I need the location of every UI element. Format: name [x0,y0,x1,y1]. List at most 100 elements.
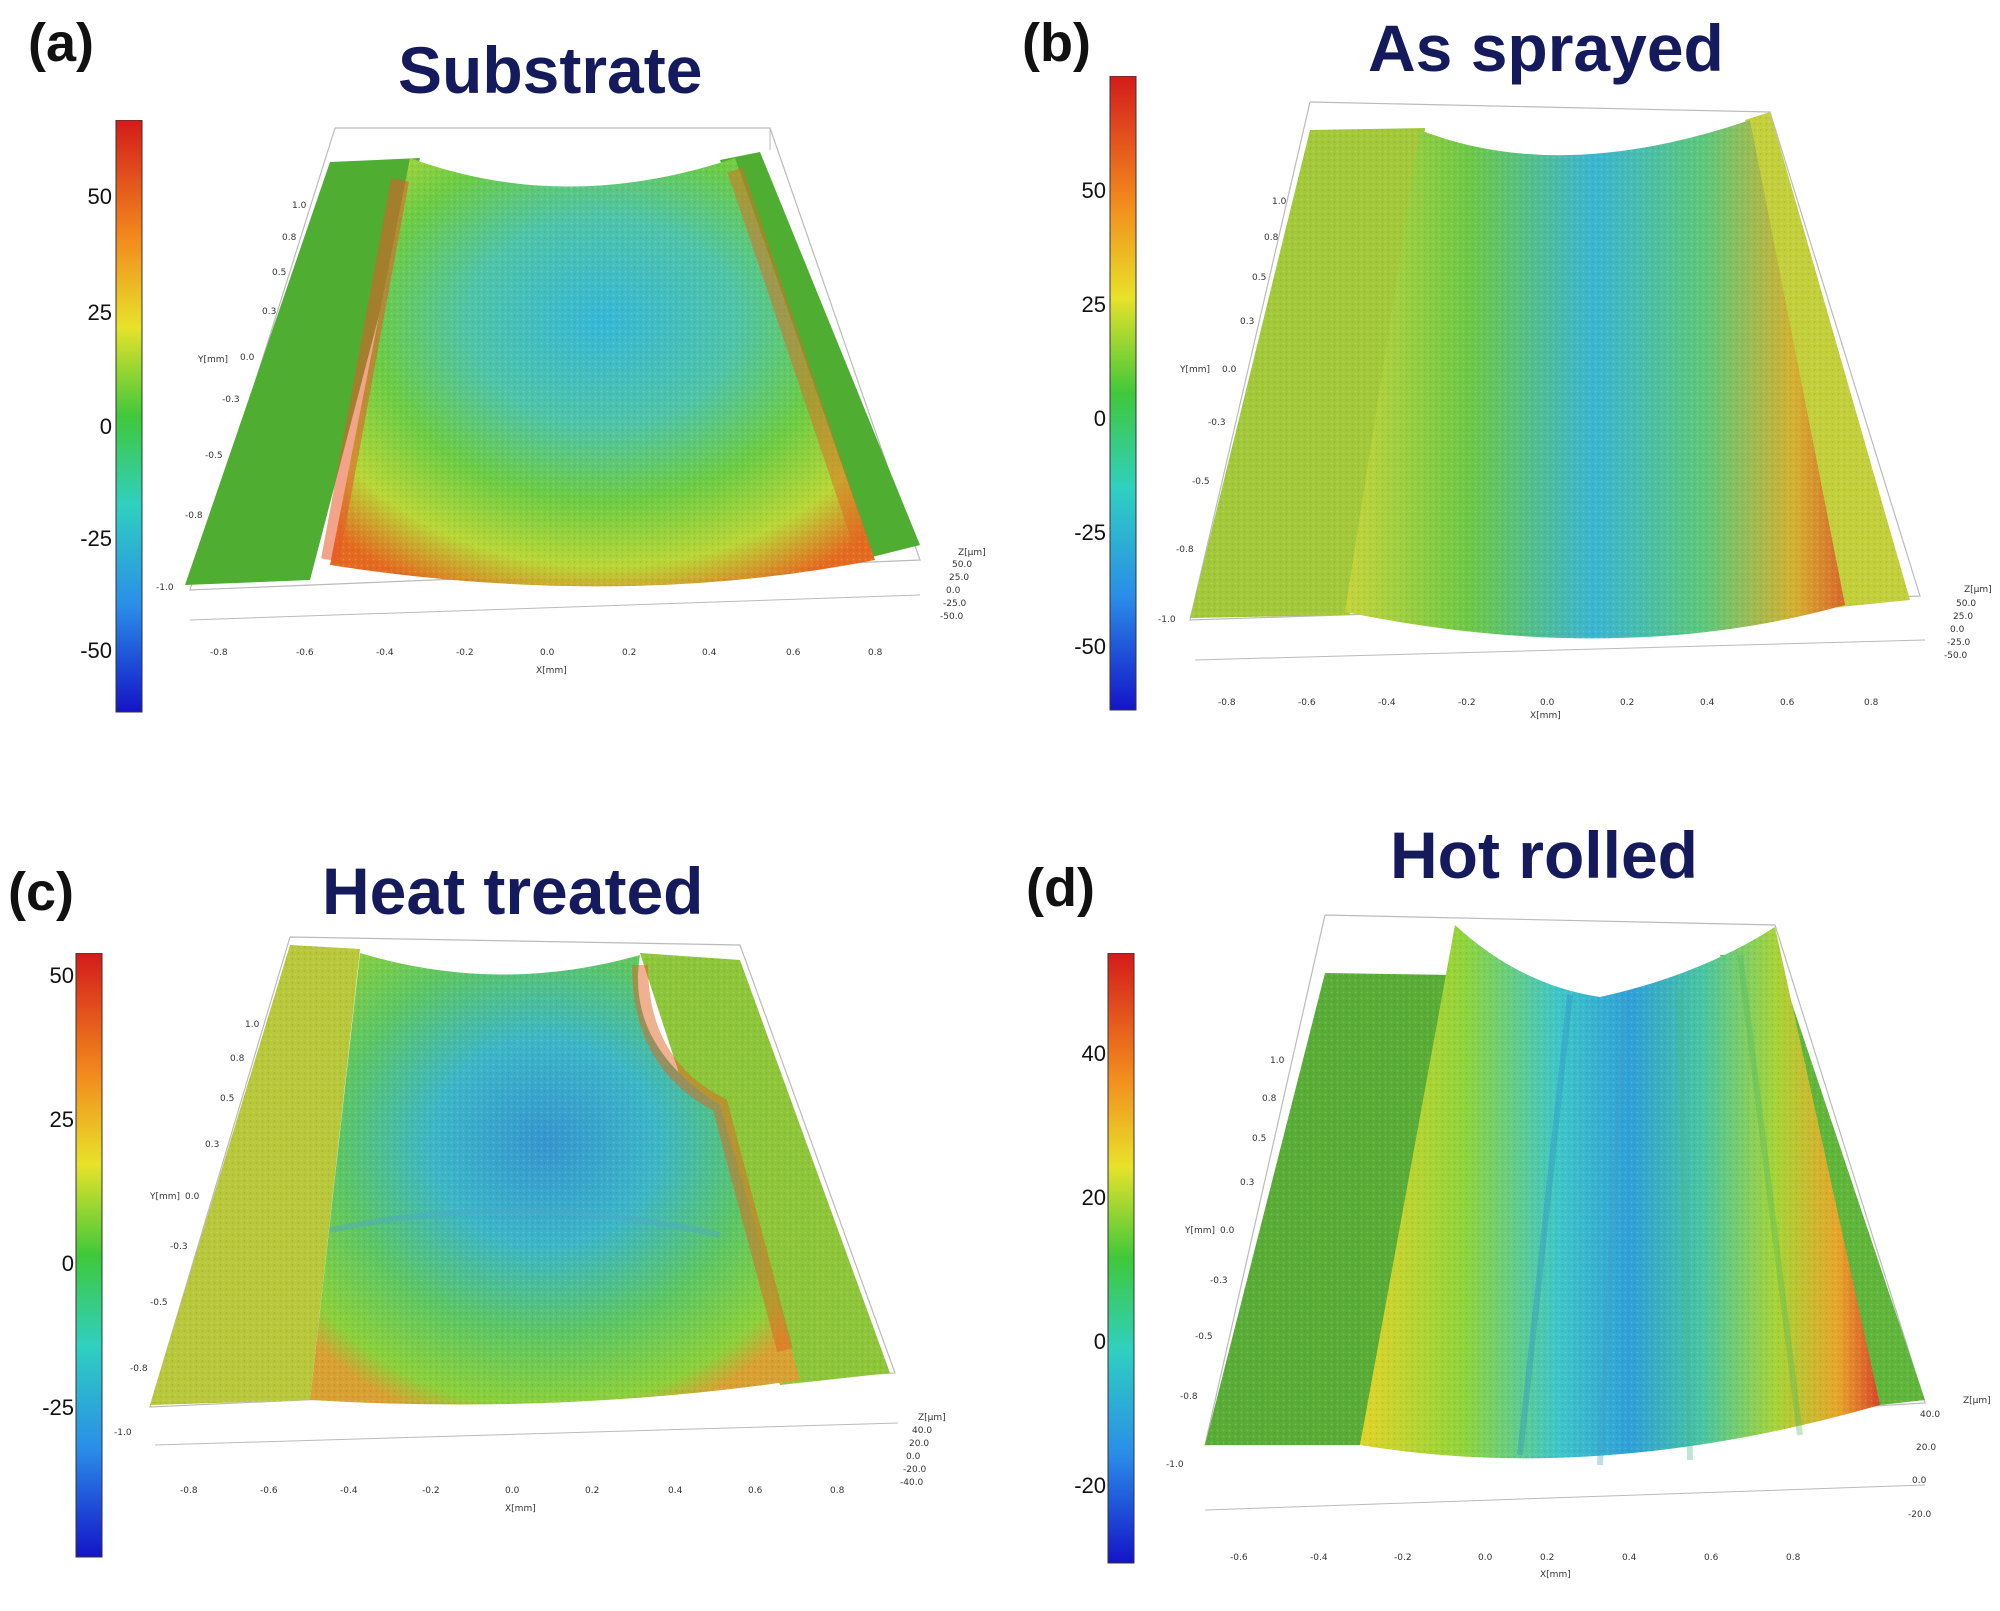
surface-plot: Y[mm] X[mm] Z[µm] 1.0 0.8 0.5 0.3 0.0 -0… [1158,101,1992,721]
y-tick: 0.8 [282,233,297,243]
x-tick: 0.6 [1704,1553,1719,1563]
x-tick: -0.6 [260,1486,278,1496]
z-tick: -50.0 [940,612,964,622]
colorbar [1107,953,1135,1564]
x-tick: 0.6 [786,648,801,658]
y-tick: -0.8 [130,1364,148,1374]
colorbar-tick: 0 [99,414,112,439]
x-axis-label: X[mm] [505,1504,536,1514]
y-tick: -1.0 [1166,1460,1184,1470]
panel-title: Hot rolled [1390,818,1698,892]
y-tick: -0.5 [150,1298,168,1308]
x-tick: -0.6 [296,648,314,658]
y-tick: -0.5 [1195,1332,1213,1342]
x-tick: 0.8 [868,648,883,658]
x-tick: 0.8 [1786,1553,1801,1563]
y-tick: -0.5 [205,451,223,461]
y-tick: -0.8 [1180,1392,1198,1402]
colorbar-tick: -50 [80,638,112,663]
z-tick: 0.0 [946,586,961,596]
y-tick: 0.8 [1264,233,1279,243]
y-tick: -0.8 [185,511,203,521]
colorbar-tick: -25 [1074,520,1106,545]
z-ticks: 50.0 25.0 0.0 -25.0 -50.0 [1944,599,1976,661]
colorbar-tick: 50 [87,184,112,209]
colorbar-tick: 20 [1081,1185,1106,1210]
z-tick: 50.0 [952,560,972,570]
z-tick: 25.0 [949,573,969,583]
z-axis-label: Z[µm] [1964,585,1992,595]
colorbar-tick: -25 [80,526,112,551]
z-tick: -20.0 [1908,1510,1932,1520]
y-tick: 0.3 [1240,317,1254,327]
y-ticks: 1.0 0.8 0.5 0.3 0.0 -0.3 -0.5 -0.8 -1.0 [156,201,307,593]
x-ticks: -0.8 -0.6 -0.4 -0.2 0.0 0.2 0.4 0.6 0.8 [1218,698,1879,708]
z-ticks: 50.0 25.0 0.0 -25.0 -50.0 [940,560,972,622]
y-tick: 0.0 [240,353,255,363]
z-tick: -25.0 [1947,638,1971,648]
x-tick: 0.4 [668,1486,683,1496]
x-ticks: -0.8 -0.6 -0.4 -0.2 0.0 0.2 0.4 0.6 0.8 [210,648,883,658]
y-tick: 0.8 [230,1054,245,1064]
x-tick: -0.4 [1310,1553,1328,1563]
colorbar-tick: 40 [1081,1041,1106,1066]
y-tick: 0.3 [1240,1178,1254,1188]
z-ticks: 40.0 20.0 0.0 -20.0 [1908,1410,1940,1520]
y-tick: 0.5 [220,1094,234,1104]
colorbar-tick: 0 [61,1251,74,1276]
x-tick: 0.6 [748,1486,763,1496]
y-tick: 0.5 [272,268,286,278]
y-ticks: 1.0 0.8 0.5 0.3 0.0 -0.3 -0.5 -0.8 -1.0 [1158,197,1287,625]
x-ticks: -0.8 -0.6 -0.4 -0.2 0.0 0.2 0.4 0.6 0.8 [180,1486,845,1496]
x-axis-label: X[mm] [1530,711,1561,721]
x-tick: -0.2 [1458,698,1476,708]
y-tick: 0.3 [205,1140,219,1150]
colorbar-tick: -50 [1074,634,1106,659]
x-tick: -0.8 [210,648,228,658]
panel-letter: (d) [1026,858,1095,918]
panel-b: (b) As sprayed 50 25 0 -25 -50 Y[mm] X[m… [1000,0,2000,805]
y-tick: -0.3 [222,395,240,405]
y-axis-label: Y[mm] [1179,365,1210,375]
y-tick: 0.5 [1252,273,1266,283]
x-tick: 0.6 [1780,698,1795,708]
y-tick: 0.0 [1220,1226,1235,1236]
colorbar-tick: 25 [87,300,112,325]
colorbar-tick: 25 [1081,292,1106,317]
y-tick: -0.5 [1192,477,1210,487]
y-tick: 0.0 [1222,365,1237,375]
y-tick: 0.8 [1262,1094,1277,1104]
colorbar-tick: 25 [49,1107,74,1132]
x-tick: 0.4 [1622,1553,1637,1563]
y-tick: 1.0 [245,1020,260,1030]
x-tick: 0.2 [622,648,636,658]
x-tick: 0.2 [585,1486,599,1496]
x-tick: 0.4 [1700,698,1715,708]
z-tick: 0.0 [1950,625,1965,635]
x-tick: 0.0 [505,1486,520,1496]
panel-letter: (c) [8,862,74,922]
z-tick: 20.0 [909,1439,929,1449]
panel-title: As sprayed [1368,11,1724,85]
y-tick: -0.3 [1208,418,1226,428]
x-tick: -0.4 [376,648,394,658]
z-tick: -20.0 [903,1465,927,1475]
y-tick: -0.3 [1210,1276,1228,1286]
x-axis-label: X[mm] [536,666,567,676]
z-tick: 25.0 [1953,612,1973,622]
panel-letter: (b) [1022,13,1091,73]
x-tick: -0.2 [1394,1553,1412,1563]
surface-plot: Y[mm] X[mm] Z[µm] 1.0 0.8 0.5 0.3 0.0 -0… [156,127,986,676]
z-axis-label: Z[µm] [958,548,986,558]
z-tick: 0.0 [1912,1476,1927,1486]
y-tick: 1.0 [1270,1056,1285,1066]
panel-title: Heat treated [322,854,704,928]
z-axis-label: Z[µm] [1963,1396,1991,1406]
panel-c: (c) Heat treated 50 25 0 -25 Y[mm] X[mm]… [0,805,1000,1610]
colorbar-tick: 50 [49,963,74,988]
surface-plot: Y[mm] X[mm] Z[µm] 1.0 0.8 0.5 0.3 0.0 -0… [1166,914,1991,1580]
y-tick: -0.3 [170,1242,188,1252]
colorbar [75,953,103,1558]
colorbar-tick: -20 [1074,1473,1106,1498]
surface-flat-left [185,158,420,585]
